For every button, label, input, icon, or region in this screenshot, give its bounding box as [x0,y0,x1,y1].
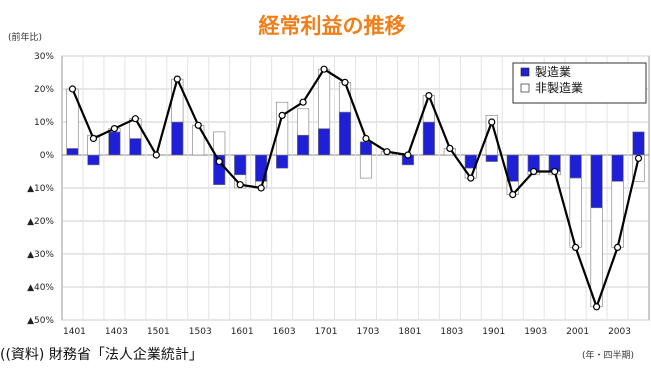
bar-manufacturing [632,131,645,156]
total-point [320,65,328,73]
total-point [299,98,307,106]
legend-label: 非製造業 [535,81,583,95]
bar-manufacturing [317,128,331,156]
total-point [152,151,160,159]
x-tick-label: 2003 [608,327,631,337]
total-point [592,303,601,311]
total-line-path [71,67,640,311]
total-point [236,181,244,189]
total-point [488,118,496,126]
x-tick-label: 2001 [566,327,589,337]
y-tick-label: 30% [34,52,54,62]
x-tick-label: 1501 [147,327,170,337]
x-tick-label: 1603 [273,327,296,337]
total-point [551,167,559,176]
y-tick-label: ▲20% [27,217,54,227]
total-point [362,134,370,143]
total-point [383,148,391,156]
x-tick-label: 1703 [357,327,380,337]
y-tick-label: ▲50% [27,316,54,326]
bar-manufacturing [569,154,582,179]
x-tick-label: 1901 [482,327,505,337]
bar-non-manufacturing [192,125,205,156]
legend-swatch [520,67,530,77]
bar-manufacturing [485,154,498,162]
bar-manufacturing [338,111,352,156]
y-tick-label: ▲30% [27,250,54,260]
bar-non-manufacturing [276,101,289,156]
total-point [131,115,139,123]
bar-manufacturing [590,154,603,209]
chart-title: 経常利益の推移 [259,14,406,38]
x-tick-label: 1403 [105,327,128,337]
x-axis-label: (年・四半期) [582,349,634,361]
bar-manufacturing [108,131,121,156]
x-tick-label: 1601 [231,327,254,337]
total-point [215,158,223,166]
legend-box [512,62,647,104]
x-tick-label: 1903 [524,327,547,337]
legend-swatch [520,83,530,93]
total-point [530,167,538,176]
total-point [509,191,517,199]
total-point [194,121,202,129]
bar-manufacturing [66,148,79,156]
y-tick-label: ▲10% [27,184,54,194]
x-tick-label: 1803 [440,327,463,337]
total-point [446,144,454,152]
bar-manufacturing [87,154,100,166]
total-point [278,111,286,120]
bar-manufacturing [359,141,373,156]
total-line [68,65,643,311]
y-tick-label: 20% [34,85,54,95]
bar-manufacturing [276,154,289,169]
bar-manufacturing [171,121,184,156]
total-point [341,78,349,87]
bar-non-manufacturing [590,207,603,308]
x-axis-ticks: 1401 1403 1501 1503 1601 1603 1701 1703 1801 1803… [63,327,631,337]
total-point [634,154,643,162]
total-point [173,75,181,83]
x-tick-label: 1801 [398,327,421,337]
bar-non-manufacturing [297,108,310,136]
x-tick-label: 1503 [189,327,212,337]
y-tick-label: ▲40% [27,283,54,293]
total-point [110,125,119,133]
total-point [467,174,475,182]
y-axis-ticks: 30% 20% 10% 0% ▲10% ▲20% ▲30% ▲40% ▲50% [27,52,54,326]
bar-manufacturing [129,138,142,156]
total-point [572,243,580,251]
bar-non-manufacturing [317,68,331,129]
bar-manufacturing [422,121,435,156]
y-tick-label: 0% [40,151,55,161]
bar-manufacturing [297,134,310,156]
source-note: ((資料) 財務省「法人企業統計」 [0,347,203,363]
x-tick-label: 1401 [63,327,86,337]
bar-non-manufacturing [611,181,624,248]
total-point [257,184,265,192]
bars [66,68,645,308]
bar-manufacturing [234,154,247,176]
legend-label: 製造業 [535,65,571,79]
total-point [404,151,412,159]
bar-manufacturing [611,154,624,182]
total-point [68,85,77,93]
y-axis-label: (前年比) [8,31,42,43]
y-tick-label: 10% [34,118,54,128]
total-point [89,134,98,143]
x-tick-label: 1701 [315,327,338,337]
bar-non-manufacturing [569,177,582,248]
bar-non-manufacturing [338,82,352,113]
total-point [613,243,622,251]
bar-non-manufacturing [359,154,373,179]
bar-non-manufacturing [213,131,226,156]
total-point [425,91,433,100]
